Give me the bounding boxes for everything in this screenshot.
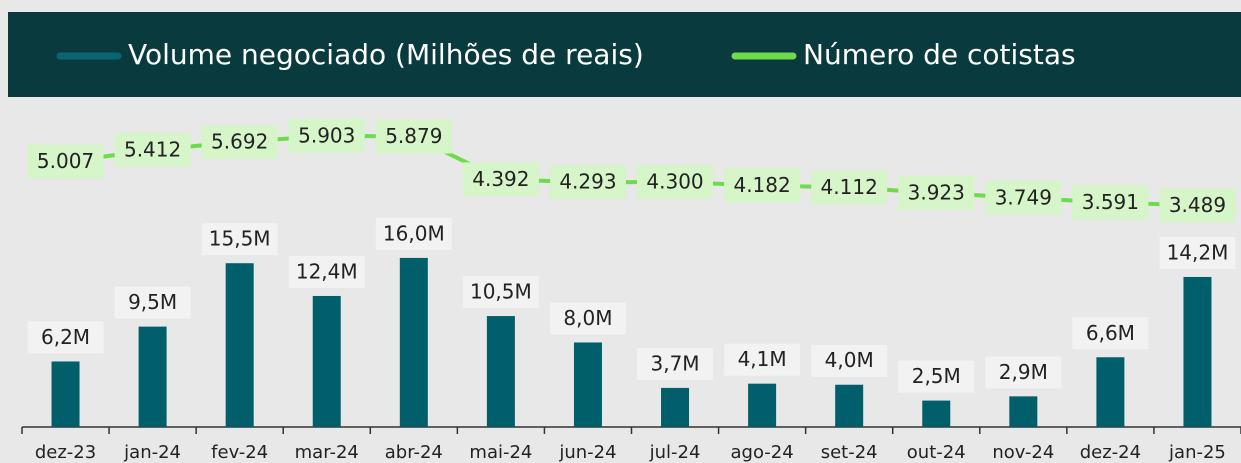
x-tick-label: mar-24 — [295, 442, 359, 463]
data-label: 6,6M — [1086, 321, 1135, 345]
data-label-box — [724, 168, 801, 203]
data-label-box — [201, 223, 278, 256]
data-label: 5.007 — [37, 149, 94, 173]
data-label-box — [1159, 188, 1236, 223]
bar — [486, 316, 515, 427]
data-label: 4.112 — [821, 175, 878, 199]
x-tick-label: ago-24 — [731, 442, 794, 463]
data-label: 4.293 — [559, 170, 616, 194]
legend-band — [8, 12, 1241, 97]
data-label-box — [375, 217, 452, 250]
data-label: 3.489 — [1169, 193, 1226, 217]
data-label-box — [724, 343, 801, 376]
data-label-box — [201, 124, 278, 159]
x-tick-label: set-24 — [821, 442, 878, 463]
bar — [835, 384, 864, 427]
x-tick-label: mai-24 — [469, 442, 532, 463]
data-label: 4,1M — [738, 347, 787, 371]
data-label: 3.749 — [995, 185, 1052, 209]
data-label-box — [1159, 236, 1236, 269]
bar — [399, 257, 428, 427]
data-label-box — [375, 119, 452, 154]
data-label: 2,9M — [999, 360, 1048, 384]
data-label: 3,7M — [651, 351, 700, 375]
data-label-box — [898, 360, 975, 393]
data-label-box — [114, 132, 191, 167]
data-label: 5.692 — [211, 129, 268, 153]
data-label: 4.392 — [472, 167, 529, 191]
x-tick-label: dez-24 — [1080, 442, 1141, 463]
data-label: 4.182 — [733, 173, 790, 197]
data-label: 16,0M — [383, 221, 445, 245]
data-label-box — [637, 165, 714, 200]
x-tick-label: jul-24 — [649, 442, 701, 463]
x-tick-label: jan-24 — [123, 442, 181, 463]
data-label-box — [549, 302, 626, 335]
legend-label: Número de cotistas — [803, 38, 1076, 71]
data-label: 4.300 — [646, 170, 703, 194]
data-label: 15,5M — [209, 227, 271, 251]
bar — [922, 400, 951, 427]
data-label: 5.903 — [298, 123, 355, 147]
x-tick-label: nov-24 — [992, 442, 1054, 463]
x-tick-label: jun-24 — [558, 442, 616, 463]
data-label: 10,5M — [470, 280, 532, 304]
data-label-box — [549, 165, 626, 200]
data-label-box — [27, 321, 104, 354]
data-label-box — [462, 276, 539, 309]
data-label: 5.412 — [124, 137, 181, 161]
bar — [1096, 357, 1125, 427]
data-label-box — [1072, 317, 1149, 350]
data-label-box — [114, 286, 191, 319]
bar — [573, 342, 602, 427]
data-label: 3.591 — [1082, 190, 1139, 214]
data-label-box — [898, 175, 975, 210]
data-label-box — [1072, 185, 1149, 220]
x-tick-label: out-24 — [907, 442, 966, 463]
data-label: 6,2M — [41, 325, 90, 349]
bar — [312, 295, 341, 427]
data-label-box — [637, 347, 714, 380]
data-label-box — [811, 344, 888, 377]
data-label: 12,4M — [296, 259, 358, 283]
x-tick-label: fev-24 — [211, 442, 268, 463]
data-label-box — [462, 162, 539, 197]
bar — [748, 383, 777, 427]
bar — [1009, 396, 1038, 427]
x-tick-label: abr-24 — [385, 442, 443, 463]
legend-label: Volume negociado (Milhões de reais) — [128, 38, 644, 71]
data-label: 2,5M — [912, 364, 961, 388]
bar — [1183, 276, 1212, 427]
data-label-box — [811, 170, 888, 205]
data-label: 8,0M — [563, 306, 612, 330]
data-label-box — [985, 356, 1062, 389]
x-tick-label: jan-25 — [1168, 442, 1226, 463]
data-label: 14,2M — [1167, 240, 1229, 264]
data-label: 9,5M — [128, 290, 177, 314]
bar — [51, 361, 80, 427]
bar — [661, 387, 690, 427]
data-label-box — [288, 255, 365, 288]
data-label-box — [985, 180, 1062, 215]
x-tick-label: dez-23 — [35, 442, 96, 463]
data-label: 5.879 — [385, 124, 442, 148]
data-label-box — [27, 144, 104, 179]
bar — [225, 263, 254, 427]
data-label: 4,0M — [825, 348, 874, 372]
data-label-box — [288, 118, 365, 153]
bar — [138, 326, 167, 427]
data-label: 3.923 — [908, 180, 965, 204]
